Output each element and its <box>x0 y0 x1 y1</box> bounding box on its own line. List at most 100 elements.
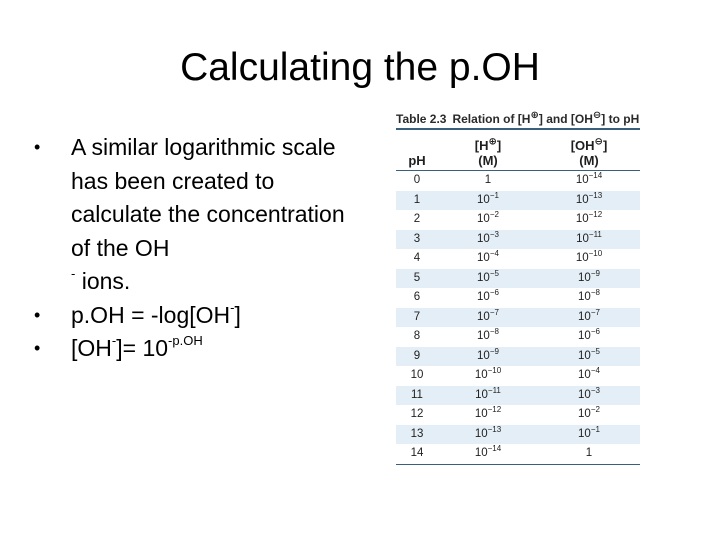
cell-ph: 6 <box>396 288 438 308</box>
table-row: 14 10−14 1 <box>396 444 640 464</box>
slide-title: Calculating the p.OH <box>180 46 540 89</box>
cell-oh-exponent: −1 <box>590 424 600 434</box>
cell-h-exponent: −7 <box>489 307 499 317</box>
cell-oh-value: 10 <box>578 369 591 381</box>
cell-ph-value: 12 <box>410 408 424 420</box>
cell-oh-value: 10 <box>578 388 591 401</box>
cell-h: 10−1 <box>438 191 538 211</box>
cell-ph: 4 <box>396 249 438 269</box>
table-row: 2 10−2 10−12 <box>396 210 640 230</box>
cell-h-value: 10 <box>477 330 490 342</box>
cell-ph-value: 8 <box>413 330 421 342</box>
table-row: 9 10−9 10−5 <box>396 346 640 367</box>
cell-h: 10−4 <box>438 249 538 269</box>
table-bottom-rule <box>396 463 640 465</box>
cell-ph-value: 5 <box>413 271 421 284</box>
cell-oh: 1 <box>538 444 640 464</box>
cell-oh-exponent: −13 <box>588 190 603 200</box>
table-row: 12 10−12 10−2 <box>396 405 640 425</box>
table-row: 8 10−8 10−6 <box>396 327 640 347</box>
cell-h-exponent: −14 <box>487 444 502 454</box>
superscript: - <box>71 266 76 282</box>
cell-oh-value: 10 <box>578 349 591 362</box>
cell-ph: 9 <box>396 347 438 367</box>
cell-ph-value: 0 <box>413 174 421 186</box>
cell-h-value: 1 <box>484 174 492 186</box>
superscript: - <box>111 333 117 349</box>
table-top-rule <box>396 128 640 130</box>
cell-oh: 10−13 <box>538 191 640 211</box>
cell-oh-value: 10 <box>575 252 589 264</box>
cell-h: 10−5 <box>438 269 538 289</box>
cell-ph-value: 14 <box>410 447 424 459</box>
cell-ph: 14 <box>396 444 438 464</box>
cell-ph-value: 2 <box>413 213 421 225</box>
minus-charge-icon: ⊖ <box>592 110 602 121</box>
bullet-item: • A similar logarithmic scale has been c… <box>34 131 354 299</box>
cell-h: 10−6 <box>438 288 538 308</box>
bullet-text: A similar logarithmic scale has been cre… <box>71 134 345 261</box>
table-row: 3 10−3 10−11 <box>396 229 640 250</box>
plus-charge-icon: ⊕ <box>530 110 539 121</box>
bullet-text-tail: ions. <box>75 268 131 294</box>
cell-oh-value: 10 <box>575 174 589 186</box>
cell-oh-value: 10 <box>578 408 591 420</box>
table-caption: Table 2.3 Relation of [H⊕] and [OH⊖] to p… <box>396 110 640 128</box>
cell-ph: 12 <box>396 405 438 425</box>
header-text: [OH <box>570 138 595 153</box>
cell-h-exponent: −5 <box>489 268 499 278</box>
table-row: 6 10−6 10−8 <box>396 288 640 308</box>
header-text: ] <box>602 138 608 153</box>
cell-h-value: 10 <box>477 252 490 264</box>
cell-h-exponent: −8 <box>489 327 499 337</box>
cell-oh-value: 10 <box>578 330 591 342</box>
cell-h-exponent: −6 <box>489 288 499 298</box>
cell-oh-exponent: −12 <box>588 210 603 220</box>
cell-oh-value: 10 <box>578 271 591 284</box>
cell-h: 10−10 <box>438 366 538 386</box>
header-oh-conc: [OH⊖] (M) <box>538 136 640 168</box>
cell-h-value: 10 <box>475 388 488 401</box>
cell-h-value: 10 <box>474 427 488 440</box>
cell-oh: 10−9 <box>538 269 640 289</box>
cell-oh: 10−12 <box>538 210 640 230</box>
cell-oh-exponent: −3 <box>590 385 600 395</box>
cell-h-value: 10 <box>477 349 490 362</box>
cell-h-value: 10 <box>477 232 490 245</box>
cell-ph-value: 7 <box>413 310 421 323</box>
table-header: pH [H⊕] (M) [OH⊖] (M) <box>396 130 640 171</box>
cell-ph-value: 11 <box>411 388 423 401</box>
cell-oh-exponent: −11 <box>588 229 602 239</box>
cell-oh-exponent: −9 <box>590 268 600 278</box>
cell-ph: 7 <box>396 308 438 328</box>
cell-h: 10−8 <box>438 327 538 347</box>
table-row: 11 10−11 10−3 <box>396 385 640 405</box>
header-unit: (M) <box>478 153 498 168</box>
header-text: [H <box>474 138 489 153</box>
cell-oh: 10−8 <box>538 288 640 308</box>
table-row: 7 10−7 10−7 <box>396 307 640 328</box>
cell-ph-value: 1 <box>413 193 421 206</box>
cell-h-exponent: −1 <box>489 190 499 200</box>
cell-oh: 10−7 <box>538 308 640 328</box>
cell-oh-exponent: −4 <box>590 366 600 376</box>
header-unit: (M) <box>579 153 599 168</box>
header-h-conc: [H⊕] (M) <box>438 136 538 168</box>
cell-h: 10−14 <box>438 444 538 464</box>
cell-ph-value: 9 <box>413 349 421 362</box>
minus-charge-icon: ⊖ <box>594 136 603 148</box>
bullet-item: • [OH-]= 10-p.OH <box>34 332 354 366</box>
cell-h-value: 10 <box>474 408 488 420</box>
table-row: 1 10−1 10−13 <box>396 190 640 211</box>
cell-h-exponent: −12 <box>487 405 502 415</box>
table-caption-text: ] to pH <box>601 112 640 126</box>
cell-oh: 10−2 <box>538 405 640 425</box>
plus-charge-icon: ⊕ <box>488 136 497 148</box>
table-row: 13 10−13 10−1 <box>396 424 640 444</box>
cell-ph: 0 <box>396 171 438 191</box>
cell-oh: 10−11 <box>538 230 640 250</box>
cell-ph-value: 3 <box>413 232 421 245</box>
formula-text: ]= 10 <box>116 335 169 361</box>
cell-h: 10−3 <box>438 230 538 250</box>
cell-oh-exponent: −6 <box>590 327 600 337</box>
